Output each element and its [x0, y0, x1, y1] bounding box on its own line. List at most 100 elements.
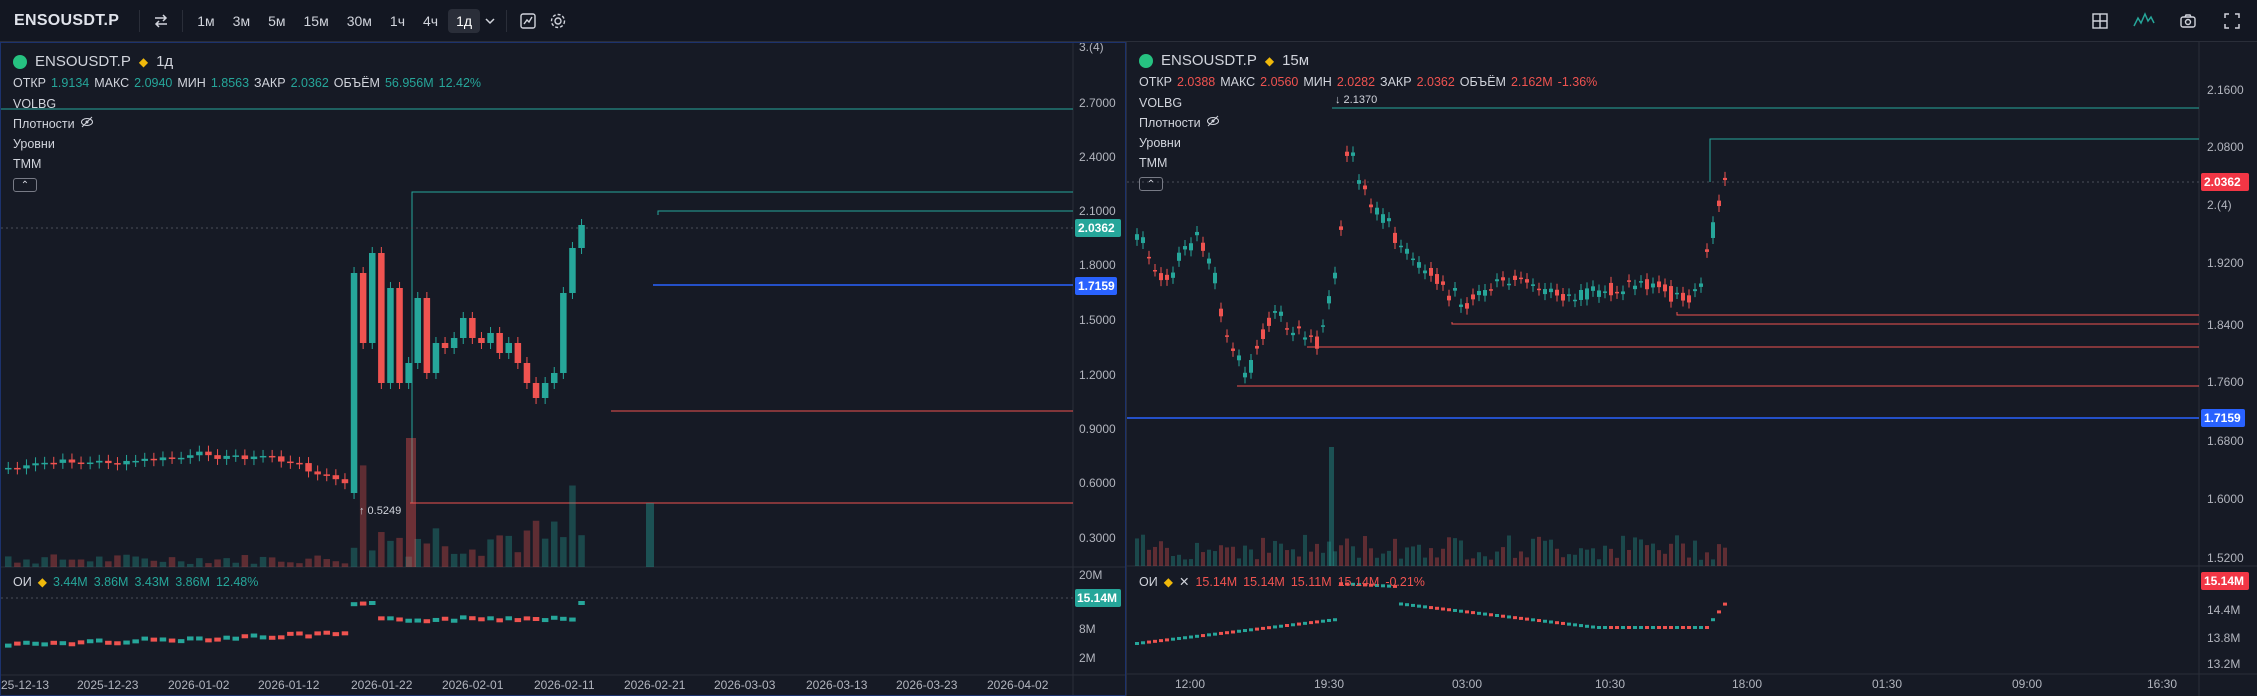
- time-axis-label: 2026-03-03: [714, 678, 776, 692]
- time-axis-label: 19:30: [1314, 677, 1344, 691]
- candle-body: [241, 455, 249, 460]
- indicator-levels[interactable]: Уровни: [1139, 136, 1181, 150]
- volume-bar: [478, 555, 485, 567]
- interval-button[interactable]: 3м: [232, 12, 251, 29]
- indicator-levels[interactable]: Уровни: [13, 137, 55, 151]
- candle-body: [378, 253, 385, 383]
- oi-bar: [1261, 626, 1265, 630]
- oi-bar: [314, 631, 321, 636]
- oi-legend: ОИ ◆ ✕ 15.14M 15.14M 15.11M 15.14M -0.21…: [1139, 574, 1425, 590]
- oi-axis-label: 8M: [1079, 622, 1096, 636]
- interval-button[interactable]: 15м: [303, 12, 329, 29]
- chart-pane-15m[interactable]: ENSOUSDT.P ◆ 15м ОТКР 2.0388 МАКС 2.0560 М…: [1127, 42, 2257, 696]
- candle-body: [1681, 292, 1685, 301]
- interval-button[interactable]: 30м: [346, 12, 372, 29]
- candle-body: [1627, 280, 1631, 282]
- oi-bar: [14, 641, 21, 646]
- chevron-down-icon[interactable]: [480, 6, 500, 36]
- collapse-legend-icon[interactable]: ⌃: [1139, 177, 1163, 191]
- layout-grid-icon[interactable]: [2085, 6, 2115, 36]
- volume-bar: [1279, 543, 1283, 566]
- indicator-volbg[interactable]: VOLBG: [13, 97, 57, 111]
- candle-body: [432, 343, 440, 373]
- eye-hidden-icon[interactable]: [80, 114, 94, 134]
- volume-bar: [1567, 554, 1571, 566]
- compare-swap-icon[interactable]: [146, 6, 176, 36]
- oi-bar: [123, 640, 130, 645]
- indicator-volbg[interactable]: VOLBG: [1139, 96, 1183, 110]
- interval-button[interactable]: 1м: [197, 12, 215, 29]
- interval-button[interactable]: 4ч: [423, 12, 439, 29]
- volume-bar: [1585, 549, 1589, 566]
- oi-bar: [1441, 607, 1445, 611]
- oi-bar: [187, 636, 194, 641]
- indicator-tmm[interactable]: ТММ: [13, 157, 42, 171]
- interval-button[interactable]: 1ч: [389, 12, 406, 29]
- indicators-icon[interactable]: [513, 6, 543, 36]
- oi-bar: [50, 640, 57, 645]
- candle-body: [1489, 289, 1493, 291]
- indicator-densities[interactable]: Плотности: [1139, 113, 1597, 133]
- volume-bar: [96, 556, 103, 567]
- volume-bar: [1141, 534, 1145, 566]
- oi-bar: [396, 617, 403, 622]
- candle-body: [1471, 294, 1475, 300]
- oi-bar: [1201, 634, 1205, 638]
- oi-bar: [1297, 622, 1301, 626]
- oi-bar: [1387, 584, 1391, 588]
- last-price-value: 2.0362: [1078, 221, 1115, 235]
- volume-bar: [287, 562, 294, 567]
- symbol-name[interactable]: ENSOUSDT.P: [14, 11, 120, 29]
- oi-bar: [1213, 632, 1217, 636]
- oi-bar: [1543, 619, 1547, 623]
- candle-body: [423, 298, 431, 373]
- eye-hidden-icon[interactable]: [1206, 113, 1220, 133]
- oi-bar: [1657, 626, 1661, 629]
- volume-bar: [14, 562, 21, 567]
- daily-candle-chart[interactable]: 3.(4) 2.7000 2.4000 2.1000 1.8000 1.5000 1.200…: [1, 43, 1125, 695]
- price-axis-label: 3.(4): [1079, 43, 1104, 54]
- candle-body: [1321, 325, 1325, 327]
- interval-button[interactable]: 1д: [448, 8, 481, 33]
- oi-bar: [232, 636, 239, 641]
- chart-pane-daily[interactable]: ENSOUSDT.P ◆ 1д ОТКР 1.9134 МАКС 2.0940 МИ…: [0, 42, 1126, 696]
- volume-bar: [1627, 549, 1631, 566]
- indicator-tmm[interactable]: ТММ: [1139, 156, 1168, 170]
- price-axis-label: 1.8400: [2207, 318, 2244, 332]
- sync-chart-icon[interactable]: [2129, 6, 2159, 36]
- time-axis-label: 10:30: [1595, 677, 1625, 691]
- fullscreen-icon[interactable]: [2217, 6, 2247, 36]
- indicator-densities[interactable]: Плотности: [13, 114, 481, 134]
- collapse-legend-icon[interactable]: ⌃: [13, 178, 37, 192]
- volume-bar: [196, 558, 203, 567]
- oi-bar: [1411, 603, 1415, 607]
- volume-bar: [350, 547, 358, 567]
- volume-bar: [1171, 555, 1175, 566]
- candle-body: [532, 383, 540, 398]
- legend-symbol[interactable]: ENSOUSDT.P: [1161, 52, 1257, 69]
- close-label: ЗАКР: [254, 76, 286, 90]
- oi-bar: [86, 639, 94, 644]
- legend-symbol[interactable]: ENSOUSDT.P: [35, 53, 131, 70]
- oi-bar: [1183, 636, 1187, 640]
- volume-bar: [441, 546, 449, 567]
- settings-gear-icon[interactable]: [543, 6, 573, 36]
- candle-body: [341, 479, 349, 484]
- volume-bar: [1513, 557, 1517, 566]
- volume-bar: [1381, 553, 1385, 566]
- close-x-icon[interactable]: ✕: [1178, 575, 1190, 589]
- oi-bar: [1567, 622, 1571, 626]
- candle-body: [1213, 272, 1217, 284]
- interval-button[interactable]: 5м: [268, 12, 286, 29]
- camera-icon[interactable]: [2173, 6, 2203, 36]
- candle-body: [232, 455, 239, 457]
- candle-body: [1567, 294, 1571, 296]
- 15m-candle-chart[interactable]: 2.1600 2.0800 2.(4) 1.9200 1.8400 1.7600 1.680…: [1127, 42, 2257, 696]
- oi-bar: [332, 632, 340, 637]
- oi-bar: [1693, 626, 1697, 629]
- volume-bar: [1477, 552, 1481, 566]
- oi-bar: [478, 617, 485, 622]
- volume-bar: [1375, 557, 1379, 566]
- volume-bar: [1657, 550, 1661, 566]
- volume-bar: [532, 520, 540, 567]
